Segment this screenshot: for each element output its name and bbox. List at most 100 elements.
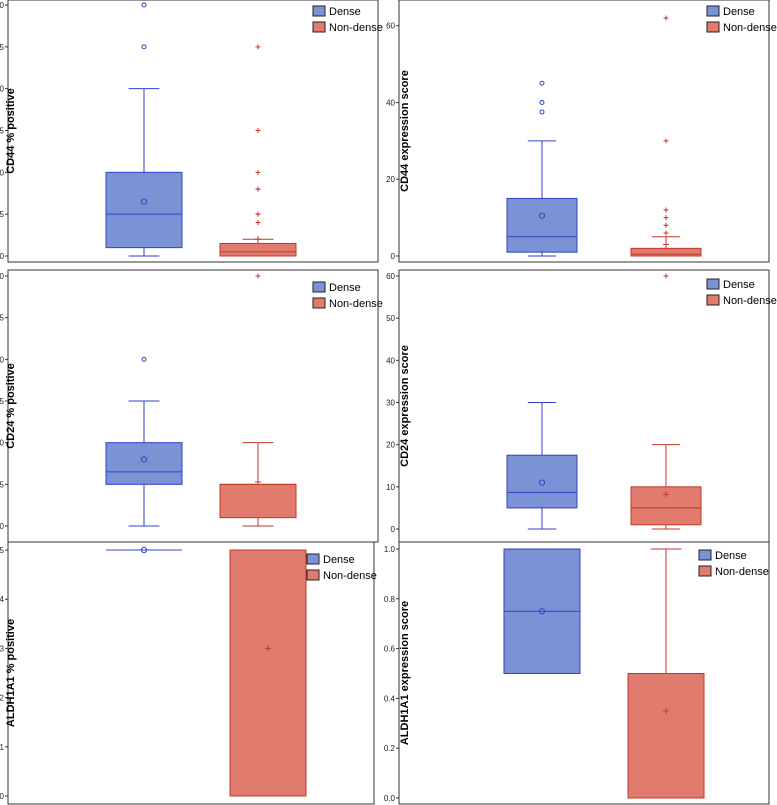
mean-marker [538,608,546,615]
plot-frame [7,269,379,543]
legend-label: Non-dense [715,566,769,578]
plot-frame [398,269,770,543]
outlier-point [255,128,261,133]
chart-panel-3: 0 5 10 15 20 25 30 CD24 % positive Dense Non-dens… [0,269,383,543]
y-tick-label: 10 [0,439,5,448]
legend-label: Dense [723,279,755,291]
series-dense [106,546,182,554]
outlier-point [539,109,545,115]
y-tick-label: 15 [0,127,5,136]
outlier-point [663,15,669,21]
y-tick-label: 0.2 [384,744,396,753]
y-tick-label: 30 [0,272,5,281]
series-dense [506,402,578,530]
y-tick-label: 0.3 [0,644,5,653]
y-tick-label: 1.0 [384,545,396,554]
legend-swatch [698,565,712,577]
plot-frame [398,541,770,805]
y-axis-label: CD24 % positive [5,363,17,449]
outlier-point [539,99,545,105]
outlier-point [255,44,261,50]
outlier-point [141,356,147,362]
y-axis-label: ALDH1A1 expression score [399,601,411,745]
box [229,549,307,797]
y-tick-label: 0 [0,252,5,261]
mean-marker [255,478,261,485]
legend-swatch [706,5,720,17]
y-tick-label: 20 [0,355,5,364]
mean-marker [538,212,546,219]
box [219,483,297,519]
box [105,171,183,249]
y-axis-label: ALDH1A1 % positive [5,619,17,727]
mean-marker [140,456,148,463]
series-dense [506,80,578,257]
legend-swatch [706,294,720,306]
mean-marker [140,198,148,205]
series-dense [105,356,183,527]
legend-label: Dense [723,6,755,18]
series-dense [503,548,581,674]
y-tick-label: 60 [386,272,395,281]
legend-label: Dense [715,550,747,562]
legend-label: Non-dense [723,22,777,34]
y-tick-label: 5 [0,480,5,489]
outlier-point [255,211,261,217]
chart-panel-2: 0 20 40 60 CD44 expression score Dense Non-den… [386,0,777,263]
outlier-point [255,169,261,175]
y-tick-label: 5 [0,210,5,219]
box [219,242,297,257]
legend-label: Non-dense [329,298,383,310]
y-tick-label: 25 [0,314,5,323]
series-dense [105,2,183,257]
outlier-point [141,44,147,50]
chart-panel-6: 0.0 0.2 0.4 0.6 0.8 1.0 ALDH1A1 expression sco… [384,541,770,805]
y-tick-label: 0.6 [384,645,396,654]
series-non-dense [219,44,297,257]
box [627,673,705,799]
y-tick-label: 20 [386,441,395,450]
mean-marker [140,546,148,554]
legend: Dense Non-dense [312,5,383,34]
legend-swatch [698,549,712,561]
y-tick-label: 40 [386,98,395,107]
series-non-dense [630,15,702,257]
legend-label: Non-dense [329,22,383,34]
y-tick-label: 0.5 [0,546,5,555]
outlier-point [663,215,669,221]
mean-marker [265,645,271,652]
chart-panel-5: 0.0 0.1 0.2 0.3 0.4 0.5 ALDH1A1 % positive Dens… [0,541,377,805]
legend-label: Non-dense [323,570,377,582]
y-tick-label: 40 [386,356,395,365]
outlier-point [141,2,147,8]
legend: Dense Non-dense [706,5,777,34]
mean-marker [538,479,546,486]
series-non-dense [229,549,307,797]
y-tick-label: 10 [0,168,5,177]
legend-label: Non-dense [723,295,777,307]
legend-label: Dense [323,554,355,566]
y-tick-label: 15 [0,397,5,406]
legend: Dense Non-dense [698,549,769,578]
chart-panel-4: 0 10 20 30 40 50 60 CD24 expression score Dense N… [386,269,777,543]
y-axis-label: CD24 expression score [399,345,411,467]
y-tick-label: 20 [0,85,5,94]
y-tick-label: 60 [386,22,395,31]
series-non-dense [627,548,705,799]
legend-swatch [306,569,320,581]
mean-marker [255,236,261,243]
legend-swatch [312,5,326,17]
y-tick-label: 25 [0,43,5,52]
legend-swatch [312,21,326,33]
outlier-point [663,207,669,213]
legend-label: Dense [329,6,361,18]
plot-frame [7,541,375,805]
box [630,247,702,257]
legend: Dense Non-dense [312,281,383,310]
legend-swatch [706,21,720,33]
y-tick-label: 0 [391,525,396,534]
y-tick-label: 0.8 [384,595,396,604]
outlier-point [255,220,261,226]
y-tick-label: 0.4 [0,595,5,604]
